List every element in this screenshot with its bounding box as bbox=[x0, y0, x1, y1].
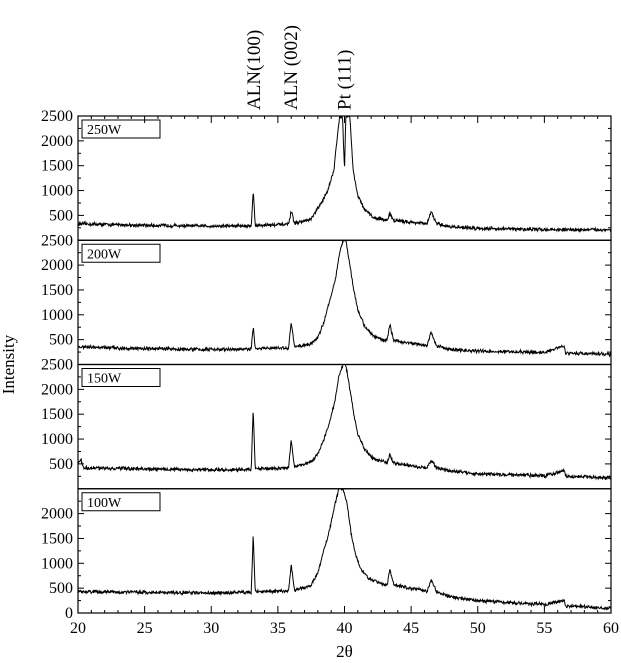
legend-150W: 150W bbox=[81, 368, 161, 387]
peak-label: ALN (002) bbox=[281, 25, 302, 110]
legend-label: 150W bbox=[87, 372, 122, 387]
x-tick-label: 35 bbox=[270, 620, 286, 637]
y-tick-label: 1000 bbox=[41, 307, 73, 324]
y-tick-label: 1000 bbox=[41, 555, 73, 572]
y-tick-label: 500 bbox=[49, 580, 73, 597]
y-tick-label: 2500 bbox=[41, 108, 73, 125]
x-tick-label: 25 bbox=[137, 620, 153, 637]
series-line-100W bbox=[78, 488, 611, 611]
x-tick-label: 40 bbox=[337, 620, 353, 637]
ticks-layer: 5001000150020002500500100015002000250050… bbox=[41, 108, 619, 637]
y-tick-label: 2000 bbox=[41, 381, 73, 398]
y-tick-label: 1000 bbox=[41, 183, 73, 200]
y-tick-label: 2000 bbox=[41, 133, 73, 150]
x-tick-label: 50 bbox=[470, 620, 486, 637]
panels-layer: 250W 200W 150W 100W bbox=[77, 115, 612, 614]
y-tick-label: 2500 bbox=[41, 232, 73, 249]
y-tick-label: 2000 bbox=[41, 506, 73, 523]
series-line-200W bbox=[78, 240, 611, 358]
x-tick-label: 30 bbox=[203, 620, 219, 637]
y-tick-label: 1000 bbox=[41, 431, 73, 448]
y-tick-label: 2000 bbox=[41, 257, 73, 274]
y-tick-label: 1500 bbox=[41, 530, 73, 547]
y-tick-label: 1500 bbox=[41, 158, 73, 175]
y-axis-title: Intensity bbox=[0, 334, 18, 394]
legend-box bbox=[81, 243, 161, 263]
series-line-250W bbox=[78, 116, 611, 234]
x-axis-title: 2θ bbox=[336, 642, 353, 661]
y-tick-label: 1500 bbox=[41, 406, 73, 423]
y-tick-label: 1500 bbox=[41, 282, 73, 299]
y-tick-label: 0 bbox=[65, 605, 73, 622]
y-tick-label: 500 bbox=[49, 207, 73, 224]
legend-label: 250W bbox=[87, 123, 122, 138]
x-tick-label: 20 bbox=[70, 620, 86, 637]
legend-box bbox=[81, 368, 161, 387]
series-line-150W bbox=[78, 364, 611, 481]
legend-box bbox=[81, 492, 161, 512]
legend-label: 200W bbox=[87, 247, 122, 262]
x-tick-label: 60 bbox=[603, 620, 619, 637]
legend-100W: 100W bbox=[81, 492, 161, 512]
peak-label: Pt (111) bbox=[335, 50, 356, 110]
x-tick-label: 45 bbox=[403, 620, 419, 637]
labels-layer: ALN(100) ALN (002) Pt (111) bbox=[244, 25, 356, 110]
legend-200W: 200W bbox=[81, 243, 161, 263]
y-tick-label: 500 bbox=[49, 332, 73, 349]
peak-label: ALN(100) bbox=[244, 30, 265, 110]
x-tick-label: 55 bbox=[536, 620, 552, 637]
y-tick-label: 2500 bbox=[41, 357, 73, 374]
legend-label: 100W bbox=[87, 496, 122, 511]
y-tick-label: 500 bbox=[49, 456, 73, 473]
legend-box bbox=[81, 119, 161, 139]
legend-250W: 250W bbox=[81, 119, 161, 139]
